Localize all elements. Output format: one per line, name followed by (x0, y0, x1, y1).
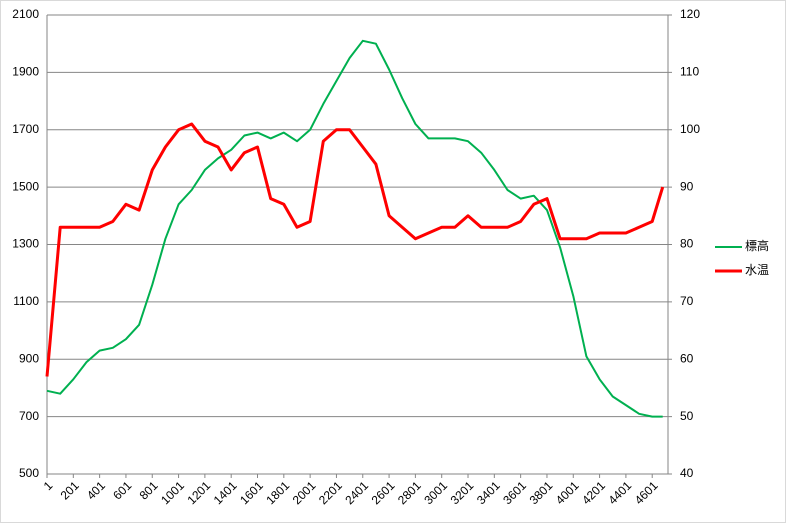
y-tick-label: 1300 (12, 237, 39, 251)
y-tick-label: 1700 (12, 122, 39, 136)
y2-tick-label: 110 (680, 65, 699, 79)
legend-label: 標高 (745, 238, 769, 253)
y2-tick-label: 50 (680, 409, 694, 423)
y-tick-label: 900 (19, 351, 39, 365)
y-tick-label: 1900 (12, 65, 39, 79)
y-tick-label: 500 (19, 466, 39, 480)
series-line (46, 39, 663, 418)
y2-tick-label: 40 (680, 466, 694, 480)
y2-tick-label: 90 (680, 179, 694, 193)
legend-label: 水温 (745, 263, 769, 277)
y-tick-label: 1500 (12, 179, 39, 193)
y2-tick-label: 60 (680, 351, 694, 365)
y2-tick-label: 120 (680, 7, 700, 21)
y-tick-label: 1100 (13, 294, 39, 308)
y2-tick-label: 70 (680, 294, 694, 308)
y2-tick-label: 100 (680, 122, 700, 136)
y-tick-label: 700 (19, 409, 39, 423)
series-line (45, 122, 665, 377)
y2-tick-label: 80 (680, 237, 694, 251)
y-tick-label: 2100 (12, 7, 39, 21)
